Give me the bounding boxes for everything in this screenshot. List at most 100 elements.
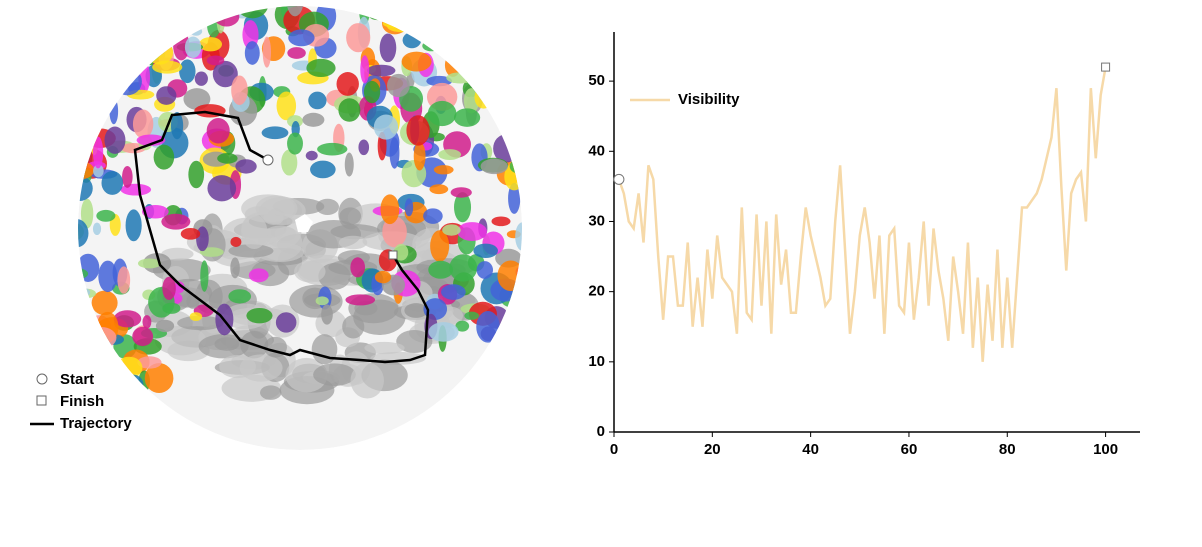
- ground-points: [338, 235, 368, 250]
- tree-points: [336, 72, 359, 96]
- ground-points: [260, 385, 282, 400]
- tree-points: [207, 175, 237, 202]
- tree-points: [101, 170, 124, 195]
- tree-points: [212, 60, 238, 88]
- tree-points: [373, 114, 399, 140]
- ground-points: [350, 362, 384, 399]
- legend-trajectory: Trajectory: [60, 415, 132, 432]
- tree-points: [404, 198, 414, 217]
- tree-points: [78, 175, 93, 201]
- tree-points: [93, 164, 104, 178]
- tree-points: [453, 108, 481, 127]
- ground-points: [241, 214, 268, 250]
- tree-points: [132, 326, 154, 347]
- tree-points: [476, 311, 500, 343]
- ground-points: [177, 315, 224, 331]
- x-tick-label: 0: [610, 441, 618, 458]
- legend-label: Visibility: [678, 91, 740, 108]
- ground-points: [294, 260, 326, 283]
- tree-points: [199, 247, 224, 257]
- tree-points: [122, 165, 133, 188]
- tree-points: [213, 6, 240, 27]
- tree-points: [413, 141, 426, 171]
- tree-points: [136, 134, 166, 146]
- tree-points: [78, 288, 97, 299]
- tree-points: [446, 72, 474, 84]
- tree-points: [188, 160, 205, 189]
- tree-points: [117, 266, 131, 294]
- y-tick-label: 40: [588, 142, 605, 159]
- start-marker: [262, 154, 274, 166]
- ground-points: [364, 341, 405, 355]
- tree-points: [497, 260, 522, 292]
- tree-points: [438, 149, 462, 161]
- ground-points: [285, 357, 328, 393]
- tree-points: [179, 59, 196, 84]
- tree-points: [170, 111, 184, 140]
- tree-points: [286, 6, 304, 17]
- ground-points: [259, 196, 306, 226]
- tree-points: [162, 302, 181, 314]
- y-tick-label: 20: [588, 283, 605, 300]
- tree-points: [91, 290, 118, 316]
- tree-points: [441, 284, 466, 300]
- series-line: [617, 66, 1107, 362]
- tree-points: [261, 126, 289, 140]
- tree-points: [216, 6, 226, 34]
- tree-points: [87, 327, 117, 349]
- ground-points: [161, 247, 194, 261]
- tree-points: [78, 219, 89, 248]
- ground-points: [198, 334, 249, 359]
- ground-points: [311, 334, 338, 365]
- tree-points: [200, 260, 209, 292]
- x-tick-label: 80: [999, 441, 1016, 458]
- tree-points: [112, 67, 142, 96]
- ground-points: [316, 198, 339, 216]
- tree-points: [80, 198, 94, 229]
- ground-points: [219, 355, 256, 379]
- tree-points: [162, 276, 176, 301]
- y-tick-label: 0: [597, 423, 605, 440]
- x-tick-label: 40: [802, 441, 819, 458]
- tree-points: [350, 257, 366, 278]
- tree-points: [380, 194, 400, 225]
- tree-points: [231, 75, 248, 105]
- tree-points: [473, 243, 498, 258]
- tree-points: [104, 126, 126, 154]
- tree-points: [509, 158, 522, 174]
- tree-points: [92, 222, 102, 236]
- point-cloud: [78, 6, 522, 450]
- tree-points: [406, 115, 430, 146]
- tree-points: [428, 260, 454, 279]
- ground-points: [318, 263, 351, 290]
- tree-points: [317, 142, 348, 156]
- tree-points: [248, 268, 269, 283]
- tree-points: [360, 55, 370, 84]
- tree-points: [98, 260, 118, 293]
- tree-points: [183, 88, 211, 110]
- tree-points: [228, 289, 252, 304]
- tree-points: [374, 270, 392, 284]
- ground-points: [342, 315, 365, 339]
- tree-points: [321, 304, 333, 325]
- tree-points: [287, 132, 303, 155]
- tree-points: [393, 243, 409, 261]
- ground-points: [339, 207, 362, 225]
- tree-points: [379, 33, 397, 63]
- tree-points: [122, 374, 144, 396]
- tree-points: [113, 310, 142, 328]
- tree-points: [78, 161, 95, 180]
- tree-points: [132, 109, 154, 139]
- tree-points: [338, 98, 361, 122]
- tree-points: [429, 184, 449, 195]
- tree-points: [199, 37, 223, 52]
- tree-points: [315, 296, 329, 306]
- ground-points: [228, 244, 274, 258]
- y-tick-label: 10: [588, 353, 605, 370]
- tree-points: [92, 136, 104, 169]
- finish-marker: [388, 250, 398, 260]
- tree-points: [308, 91, 327, 110]
- tree-points: [153, 144, 175, 170]
- tree-points: [428, 322, 459, 342]
- tree-points: [401, 51, 432, 72]
